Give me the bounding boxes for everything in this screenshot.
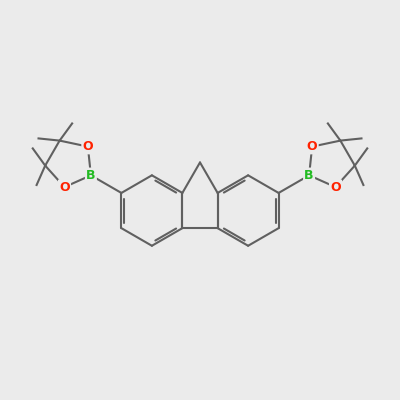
Text: B: B <box>86 169 96 182</box>
Text: O: O <box>330 180 341 194</box>
Text: B: B <box>304 169 314 182</box>
Text: O: O <box>307 140 318 153</box>
Text: O: O <box>59 180 70 194</box>
Text: O: O <box>82 140 93 153</box>
